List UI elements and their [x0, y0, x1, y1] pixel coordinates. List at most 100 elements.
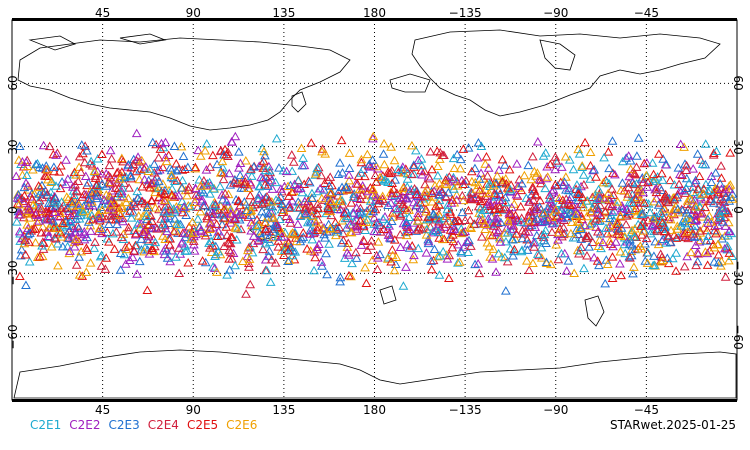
observation-marker — [667, 253, 678, 263]
observation-marker — [217, 195, 228, 204]
observation-marker — [208, 184, 219, 193]
observation-marker — [221, 196, 232, 206]
observation-marker — [130, 228, 141, 238]
observation-marker — [344, 270, 354, 280]
observation-marker — [335, 276, 345, 286]
observation-marker — [413, 208, 424, 218]
observation-marker — [230, 260, 240, 270]
observation-marker — [206, 217, 216, 227]
observation-marker — [581, 233, 592, 242]
observation-marker — [162, 253, 173, 262]
observation-marker — [427, 196, 438, 206]
observation-marker — [655, 249, 666, 258]
observation-marker — [666, 208, 677, 217]
observation-marker — [386, 256, 397, 266]
observation-marker — [456, 247, 467, 257]
observation-marker — [193, 214, 203, 223]
observation-marker — [450, 216, 461, 225]
observation-marker — [716, 184, 727, 193]
observation-marker — [147, 245, 158, 254]
observation-marker — [158, 179, 168, 188]
date-stamp: STARwet.2025-01-25 — [609, 418, 736, 432]
observation-marker — [458, 144, 469, 153]
lon-tick-label-bottom: 90 — [185, 403, 201, 417]
observation-marker — [196, 226, 206, 236]
observation-marker — [594, 194, 604, 203]
observation-marker — [71, 235, 81, 245]
observation-marker — [348, 192, 359, 201]
observation-marker — [225, 180, 236, 189]
observation-marker — [200, 146, 210, 155]
observation-marker — [515, 201, 526, 211]
observation-marker — [225, 238, 236, 248]
observation-marker — [16, 244, 27, 254]
observation-marker — [703, 231, 713, 241]
observation-marker — [335, 272, 346, 282]
observation-marker — [488, 196, 499, 205]
observation-marker — [458, 195, 469, 205]
observation-marker — [626, 246, 637, 255]
observation-marker — [130, 201, 141, 211]
observation-marker — [648, 169, 659, 179]
observation-marker — [119, 249, 130, 259]
observation-marker — [173, 190, 184, 200]
observation-marker — [263, 251, 274, 260]
observation-marker — [480, 219, 491, 229]
observation-marker — [566, 217, 577, 226]
observation-marker — [351, 253, 362, 262]
observation-marker — [650, 236, 661, 246]
observation-marker — [345, 227, 356, 236]
observation-marker — [217, 156, 228, 166]
lat-tick-label-left: −30 — [6, 260, 20, 286]
observation-marker — [246, 225, 257, 235]
observation-marker — [574, 149, 585, 158]
bottom-frame-bar — [12, 399, 737, 402]
observation-marker — [337, 167, 348, 177]
observation-marker — [115, 210, 126, 219]
observation-marker — [509, 244, 520, 254]
observation-marker — [484, 197, 495, 207]
observation-marker — [470, 163, 480, 173]
observation-marker — [483, 163, 494, 172]
observation-marker — [556, 248, 567, 258]
observation-marker — [169, 141, 180, 150]
observation-marker — [132, 186, 143, 196]
observation-marker — [550, 152, 561, 161]
observation-marker — [117, 167, 127, 176]
observation-marker — [307, 193, 317, 203]
observation-marker — [206, 247, 217, 256]
observation-marker — [153, 152, 164, 162]
observation-marker — [600, 207, 611, 216]
observation-marker — [706, 177, 717, 186]
observation-marker — [692, 247, 703, 257]
observation-marker — [702, 248, 713, 258]
observation-marker — [131, 128, 142, 138]
observation-marker — [81, 190, 91, 199]
observation-marker — [704, 211, 715, 220]
observation-marker — [425, 146, 436, 156]
observation-marker — [651, 184, 662, 193]
observation-marker — [582, 250, 592, 260]
observation-marker — [79, 229, 90, 239]
observation-marker — [560, 152, 571, 161]
observation-marker — [310, 252, 320, 262]
observation-marker — [680, 159, 690, 168]
observation-marker — [474, 268, 485, 278]
observation-marker — [502, 216, 513, 226]
observation-marker — [521, 256, 532, 265]
observation-marker — [52, 223, 63, 233]
observation-marker — [344, 170, 354, 179]
observation-marker — [700, 139, 711, 148]
observation-marker — [74, 162, 84, 171]
observation-marker — [531, 230, 542, 240]
observation-marker — [15, 271, 25, 281]
observation-marker — [627, 177, 638, 187]
coastlines — [13, 29, 737, 399]
observation-marker — [101, 168, 112, 178]
observation-marker — [166, 245, 177, 255]
observation-marker — [42, 215, 53, 224]
observation-marker — [224, 168, 235, 178]
observation-marker — [695, 209, 706, 218]
observation-marker — [125, 206, 135, 215]
observation-marker — [288, 157, 299, 166]
